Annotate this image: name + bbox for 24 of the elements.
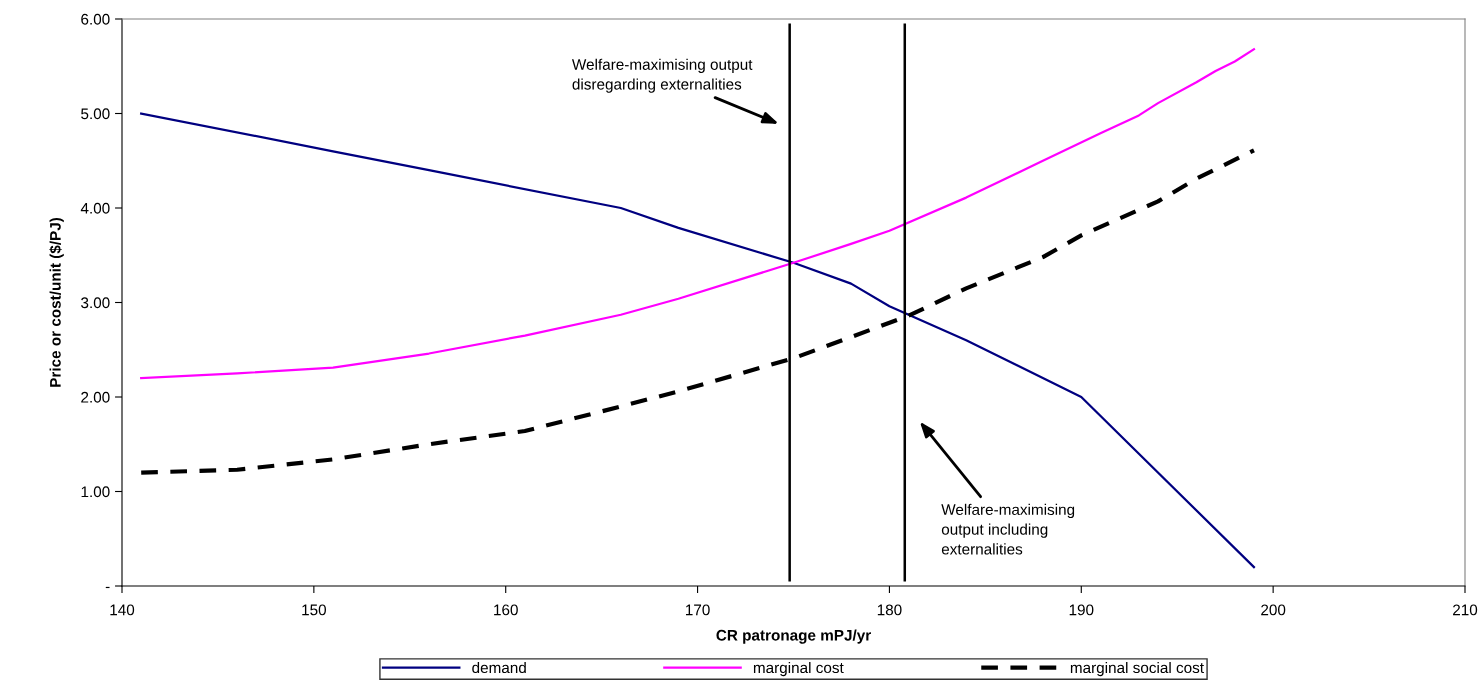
x-tick-label: 150 — [302, 604, 327, 616]
y-tick-label: 6.00 — [81, 13, 110, 25]
annotation: Welfare-maximising output disregarding externalities — [571, 58, 753, 93]
x-tick-label: 160 — [494, 604, 518, 616]
y-tick-label: 5.00 — [81, 108, 110, 120]
x-tick-label: 190 — [1069, 604, 1094, 616]
legend-label: marginal cost — [753, 661, 844, 677]
x-tick-label: 140 — [110, 604, 135, 616]
legend-label: marginal social cost — [1070, 661, 1204, 677]
line-series — [140, 112, 1256, 569]
y-axis-title: Price or cost/unit ($/PJ) — [49, 217, 64, 387]
x-tick-label: 200 — [1261, 604, 1286, 616]
x-axis-title: CR patronage mPJ/yr — [716, 629, 871, 644]
y-tick-label: 2.00 — [81, 391, 110, 403]
y-tick-label: - — [105, 586, 110, 589]
y-tick-label: 3.00 — [81, 297, 110, 309]
y-tick-label: 4.00 — [80, 202, 110, 214]
annotation: Welfare-maximising output including externalities — [941, 503, 1075, 555]
x-tick-label: 170 — [685, 604, 710, 616]
line-series — [140, 48, 1256, 380]
x-tick-label: 210 — [1453, 604, 1478, 616]
x-tick-label: 180 — [877, 604, 902, 616]
y-tick-label: 1.00 — [81, 486, 110, 498]
legend-label: demand — [472, 661, 526, 674]
